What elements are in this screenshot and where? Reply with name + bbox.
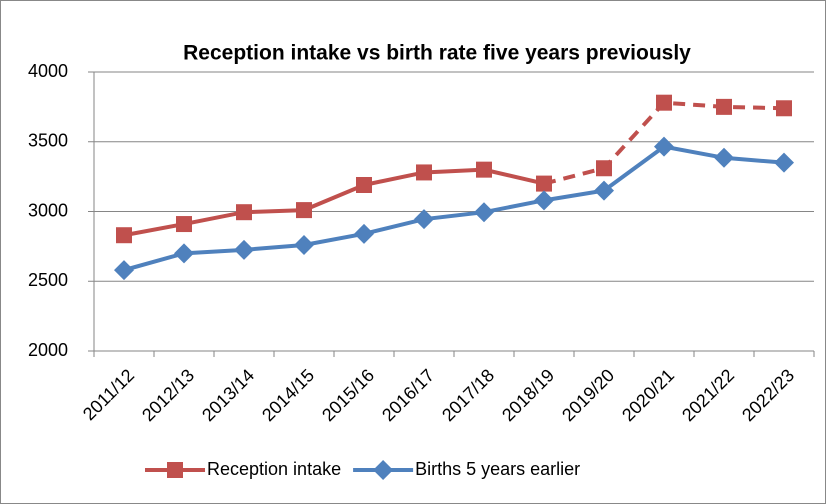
- marker: [234, 239, 254, 260]
- marker: [656, 94, 672, 111]
- series-line: [123, 144, 785, 273]
- marker: [356, 176, 372, 193]
- series-line: [123, 167, 545, 238]
- chart-title: Reception intake vs birth rate five year…: [183, 42, 691, 65]
- marker: [654, 136, 674, 157]
- marker: [534, 190, 554, 211]
- marker: [176, 216, 192, 233]
- marker: [116, 227, 132, 244]
- marker: [476, 161, 492, 178]
- marker: [296, 202, 312, 219]
- marker: [716, 98, 732, 115]
- marker: [114, 260, 134, 281]
- marker: [536, 175, 552, 192]
- y-tick-label: 2000: [28, 340, 68, 360]
- marker: [236, 204, 252, 221]
- marker: [414, 209, 434, 230]
- marker: [174, 243, 194, 264]
- marker: [416, 164, 432, 181]
- y-tick-label: 3500: [28, 131, 68, 151]
- marker: [167, 462, 183, 478]
- y-tick-label: 3000: [28, 200, 68, 220]
- marker: [594, 180, 614, 201]
- marker: [774, 152, 794, 173]
- legend-label: Reception intake: [207, 459, 341, 479]
- marker: [373, 460, 394, 480]
- marker: [354, 223, 374, 244]
- marker: [596, 160, 612, 177]
- marker: [714, 147, 734, 168]
- legend-label: Births 5 years earlier: [415, 459, 580, 479]
- y-tick-label: 4000: [28, 61, 68, 81]
- marker: [474, 202, 494, 223]
- marker: [294, 234, 314, 255]
- y-tick-label: 2500: [28, 270, 68, 290]
- marker: [776, 100, 792, 117]
